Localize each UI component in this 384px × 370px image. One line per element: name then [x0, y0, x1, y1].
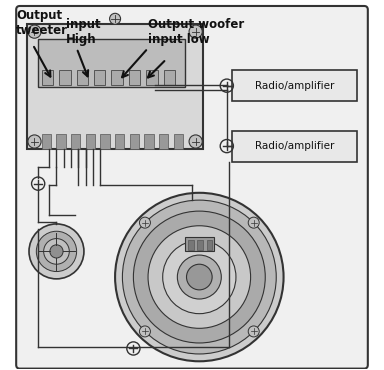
Circle shape: [189, 25, 202, 38]
Circle shape: [44, 239, 69, 264]
Circle shape: [139, 217, 151, 228]
Circle shape: [248, 217, 259, 228]
Circle shape: [163, 240, 236, 314]
Bar: [129, 70, 140, 85]
Bar: [38, 39, 185, 87]
Bar: [144, 134, 154, 149]
Circle shape: [187, 264, 212, 290]
Bar: [185, 237, 214, 251]
Text: Output woofer
input low: Output woofer input low: [148, 18, 244, 46]
Bar: [27, 24, 203, 149]
Bar: [101, 134, 109, 149]
Circle shape: [109, 13, 121, 24]
Circle shape: [248, 326, 259, 337]
Bar: [42, 134, 51, 149]
Bar: [207, 240, 212, 250]
Bar: [42, 70, 53, 85]
Circle shape: [50, 245, 63, 258]
Bar: [188, 240, 194, 250]
Bar: [164, 70, 175, 85]
Bar: [146, 70, 157, 85]
Circle shape: [29, 224, 84, 279]
Bar: [197, 240, 203, 250]
Bar: [159, 134, 168, 149]
Bar: [59, 70, 71, 85]
Bar: [111, 70, 123, 85]
Circle shape: [122, 200, 276, 354]
Text: Radio/amplifier: Radio/amplifier: [255, 81, 334, 91]
Bar: [174, 134, 183, 149]
Circle shape: [148, 226, 251, 328]
Circle shape: [115, 193, 283, 361]
Text: Radio/amplifier: Radio/amplifier: [255, 141, 334, 151]
Bar: [130, 134, 139, 149]
Circle shape: [139, 326, 151, 337]
Circle shape: [189, 135, 202, 148]
Circle shape: [36, 231, 77, 272]
Bar: [115, 134, 124, 149]
Bar: [94, 70, 106, 85]
Circle shape: [28, 135, 41, 148]
Bar: [232, 70, 357, 101]
Bar: [56, 134, 66, 149]
Text: input
High: input High: [66, 18, 100, 46]
Bar: [77, 70, 88, 85]
Circle shape: [177, 255, 221, 299]
Bar: [71, 134, 80, 149]
Bar: [86, 134, 95, 149]
FancyBboxPatch shape: [16, 6, 368, 369]
Bar: [232, 131, 357, 162]
Circle shape: [133, 211, 265, 343]
Text: Output
tweeter: Output tweeter: [16, 9, 68, 37]
Circle shape: [28, 25, 41, 38]
